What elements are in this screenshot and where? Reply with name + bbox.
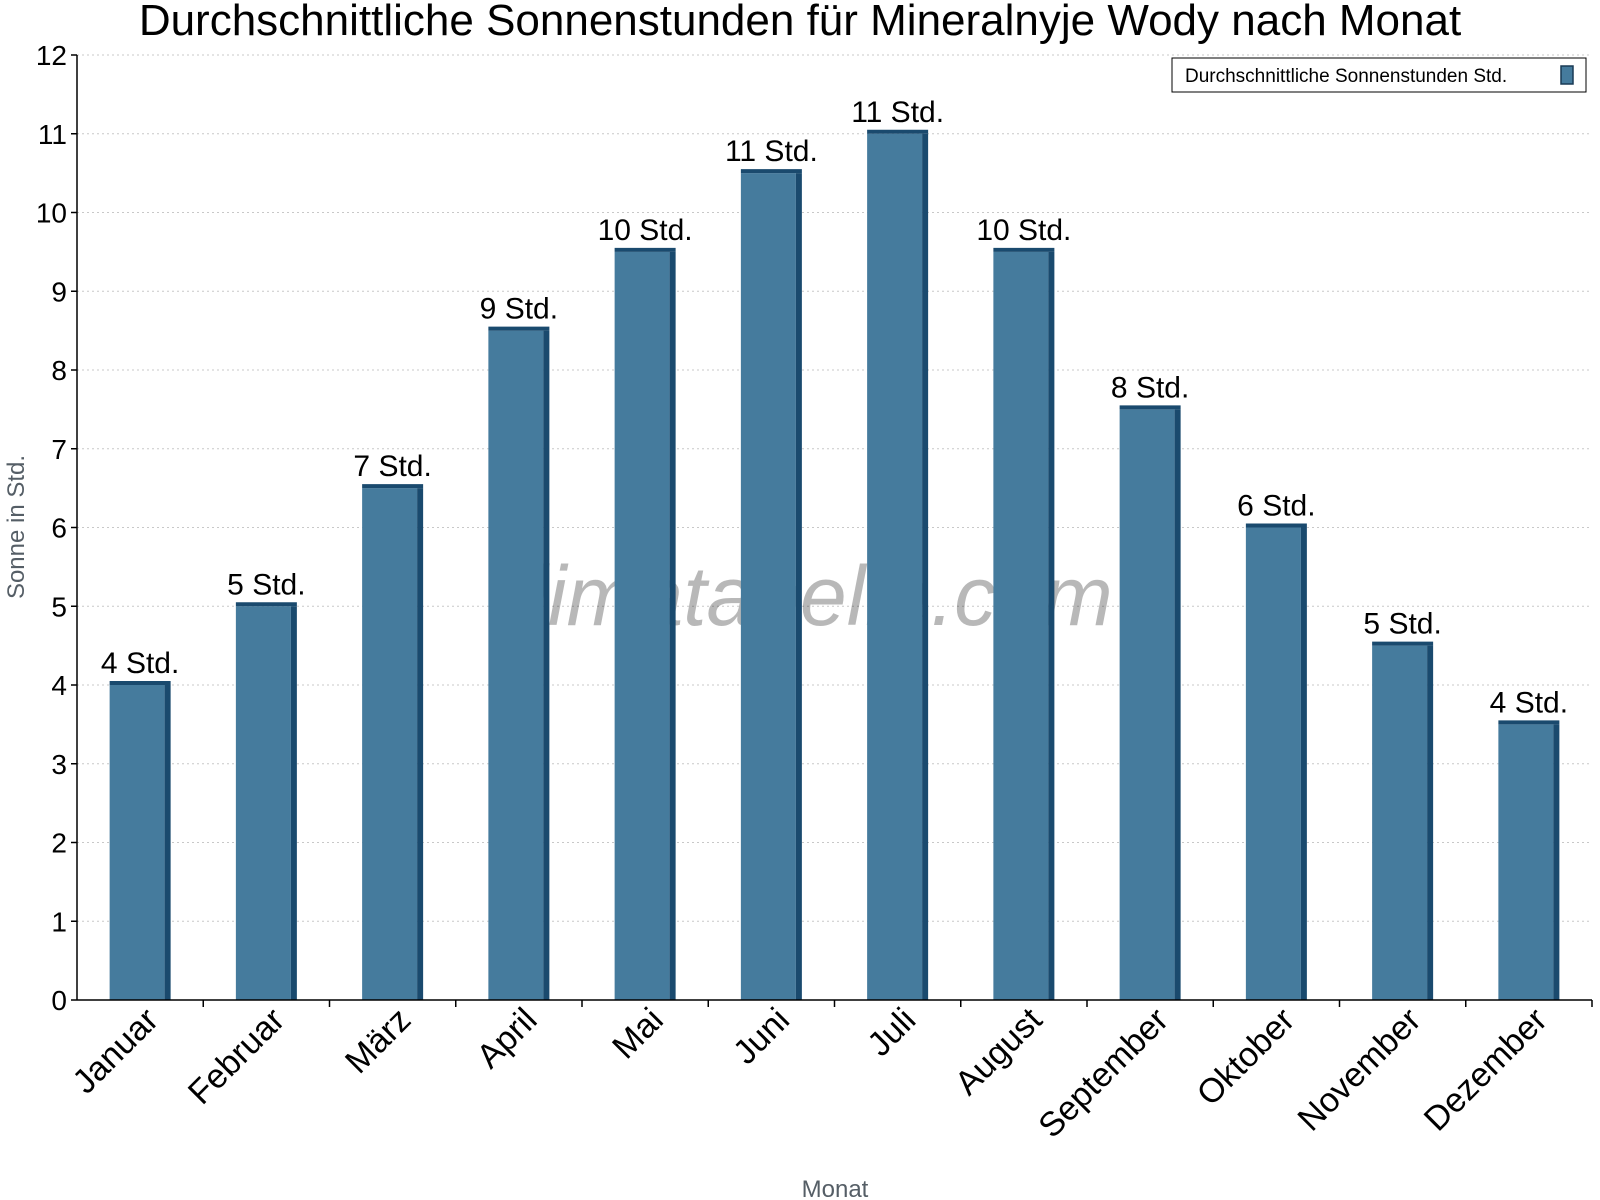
bar xyxy=(1498,720,1560,1000)
bar-face xyxy=(867,133,923,1000)
bar-face xyxy=(1245,527,1301,1000)
bar xyxy=(488,326,550,1000)
x-tick-label: Januar xyxy=(65,1001,165,1101)
x-tick-label: Oktober xyxy=(1190,1001,1302,1113)
y-tick-label: 3 xyxy=(51,749,67,780)
y-tick-label: 12 xyxy=(36,40,67,71)
bar-top xyxy=(1498,720,1560,725)
x-tick-label: Juni xyxy=(726,1001,797,1072)
x-tick-label: Mai xyxy=(605,1001,671,1067)
x-tick-label: Februar xyxy=(181,1001,292,1112)
bar-value-label: 8 Std. xyxy=(1111,371,1189,404)
bar-side xyxy=(922,133,929,1000)
bar-top xyxy=(488,326,550,331)
bar-value-label: 4 Std. xyxy=(101,647,179,680)
bar-side xyxy=(1427,645,1434,1000)
bar-value-label: 10 Std. xyxy=(598,214,693,247)
bar-value-label: 7 Std. xyxy=(353,450,431,483)
data-labels: 4 Std. 5 Std. 7 Std. 9 Std. 10 Std. 11 Std. 11… xyxy=(101,96,1568,720)
y-tick-label: 6 xyxy=(51,513,67,544)
bar-side xyxy=(164,685,171,1000)
x-tick-label: Dezember xyxy=(1417,1001,1555,1139)
bar-top xyxy=(235,602,297,607)
bar-side xyxy=(543,330,550,1000)
bar-value-label: 5 Std. xyxy=(1363,608,1441,641)
bar-top xyxy=(1372,641,1434,646)
bars xyxy=(109,129,1560,1000)
bar-value-label: 4 Std. xyxy=(1490,686,1568,719)
bar-top xyxy=(109,681,171,685)
legend: Durchschnittliche Sonnenstunden Std. xyxy=(1171,57,1587,93)
bar-value-label: 6 Std. xyxy=(1237,490,1315,523)
bar-side xyxy=(1048,251,1055,1000)
bar-side xyxy=(417,488,424,1000)
bar xyxy=(1245,523,1307,1000)
legend-box xyxy=(1171,57,1587,93)
legend-swatch xyxy=(1560,65,1574,85)
bar-side xyxy=(1300,527,1307,1000)
x-tick-labels: Januar Februar März April Mai Juni Juli AugustS… xyxy=(65,1000,1554,1145)
y-tick-label: 11 xyxy=(38,119,67,150)
bar-top xyxy=(740,169,802,174)
x-tick-label: November xyxy=(1291,1001,1429,1139)
y-tick-label: 2 xyxy=(51,828,67,859)
bar-face xyxy=(740,173,796,1000)
y-tick-label: 10 xyxy=(36,198,67,229)
x-tick-label: Juli xyxy=(860,1001,923,1064)
bar-value-label: 11 Std. xyxy=(851,96,944,129)
bar xyxy=(867,129,929,1000)
x-tick-label: April xyxy=(470,1001,545,1076)
y-tick-label: 5 xyxy=(51,591,67,622)
bar-side xyxy=(795,173,802,1000)
bar xyxy=(993,247,1055,1000)
y-tick-label: 9 xyxy=(51,276,67,307)
bar-face xyxy=(488,330,544,1000)
y-axis-title: Sonne in Std. xyxy=(3,455,30,599)
bar-face xyxy=(1119,409,1175,1000)
bar-face xyxy=(993,251,1049,1000)
bar-value-label: 9 Std. xyxy=(480,293,558,326)
bar-top xyxy=(614,247,676,252)
y-tick-label: 7 xyxy=(51,434,67,465)
chart-title: Durchschnittliche Sonnenstunden für Mine… xyxy=(139,0,1461,45)
bar-face xyxy=(1372,645,1428,1000)
bar xyxy=(740,169,802,1000)
bar-top xyxy=(362,484,424,489)
bar-top xyxy=(993,247,1055,252)
x-tick-label: März xyxy=(338,1001,418,1081)
bar-side xyxy=(1553,724,1560,1000)
y-tick-label: 0 xyxy=(51,985,67,1016)
bar-value-label: 10 Std. xyxy=(976,214,1071,247)
bar xyxy=(1372,641,1434,1000)
bar xyxy=(614,247,676,1000)
x-tick-label: August xyxy=(948,1000,1050,1102)
bar-top xyxy=(867,129,929,134)
bar-face xyxy=(1498,724,1554,1000)
bar-top xyxy=(1119,405,1181,410)
y-tick-label: 1 xyxy=(51,906,67,937)
gridlines xyxy=(77,54,1592,922)
bar-face xyxy=(109,685,165,1000)
bar-side xyxy=(1174,409,1181,1000)
y-tick-label: 8 xyxy=(51,355,67,386)
y-tick-label: 4 xyxy=(51,670,67,701)
bar xyxy=(235,602,297,1000)
x-axis-title: Monat xyxy=(802,1176,869,1200)
bar-side xyxy=(669,251,676,1000)
bar-top xyxy=(1245,523,1307,528)
bar xyxy=(109,681,171,1000)
axes xyxy=(76,55,1593,1007)
bar-face xyxy=(235,606,291,1000)
bar xyxy=(1119,405,1181,1000)
bar-side xyxy=(290,606,297,1000)
bar xyxy=(362,484,424,1000)
bar-face xyxy=(362,488,418,1000)
legend-label: Durchschnittliche Sonnenstunden Std. xyxy=(1185,66,1507,87)
bar-value-label: 5 Std. xyxy=(227,568,305,601)
bar-face xyxy=(614,251,670,1000)
bar-value-label: 11 Std. xyxy=(725,135,818,168)
x-tick-label: September xyxy=(1031,1001,1175,1145)
